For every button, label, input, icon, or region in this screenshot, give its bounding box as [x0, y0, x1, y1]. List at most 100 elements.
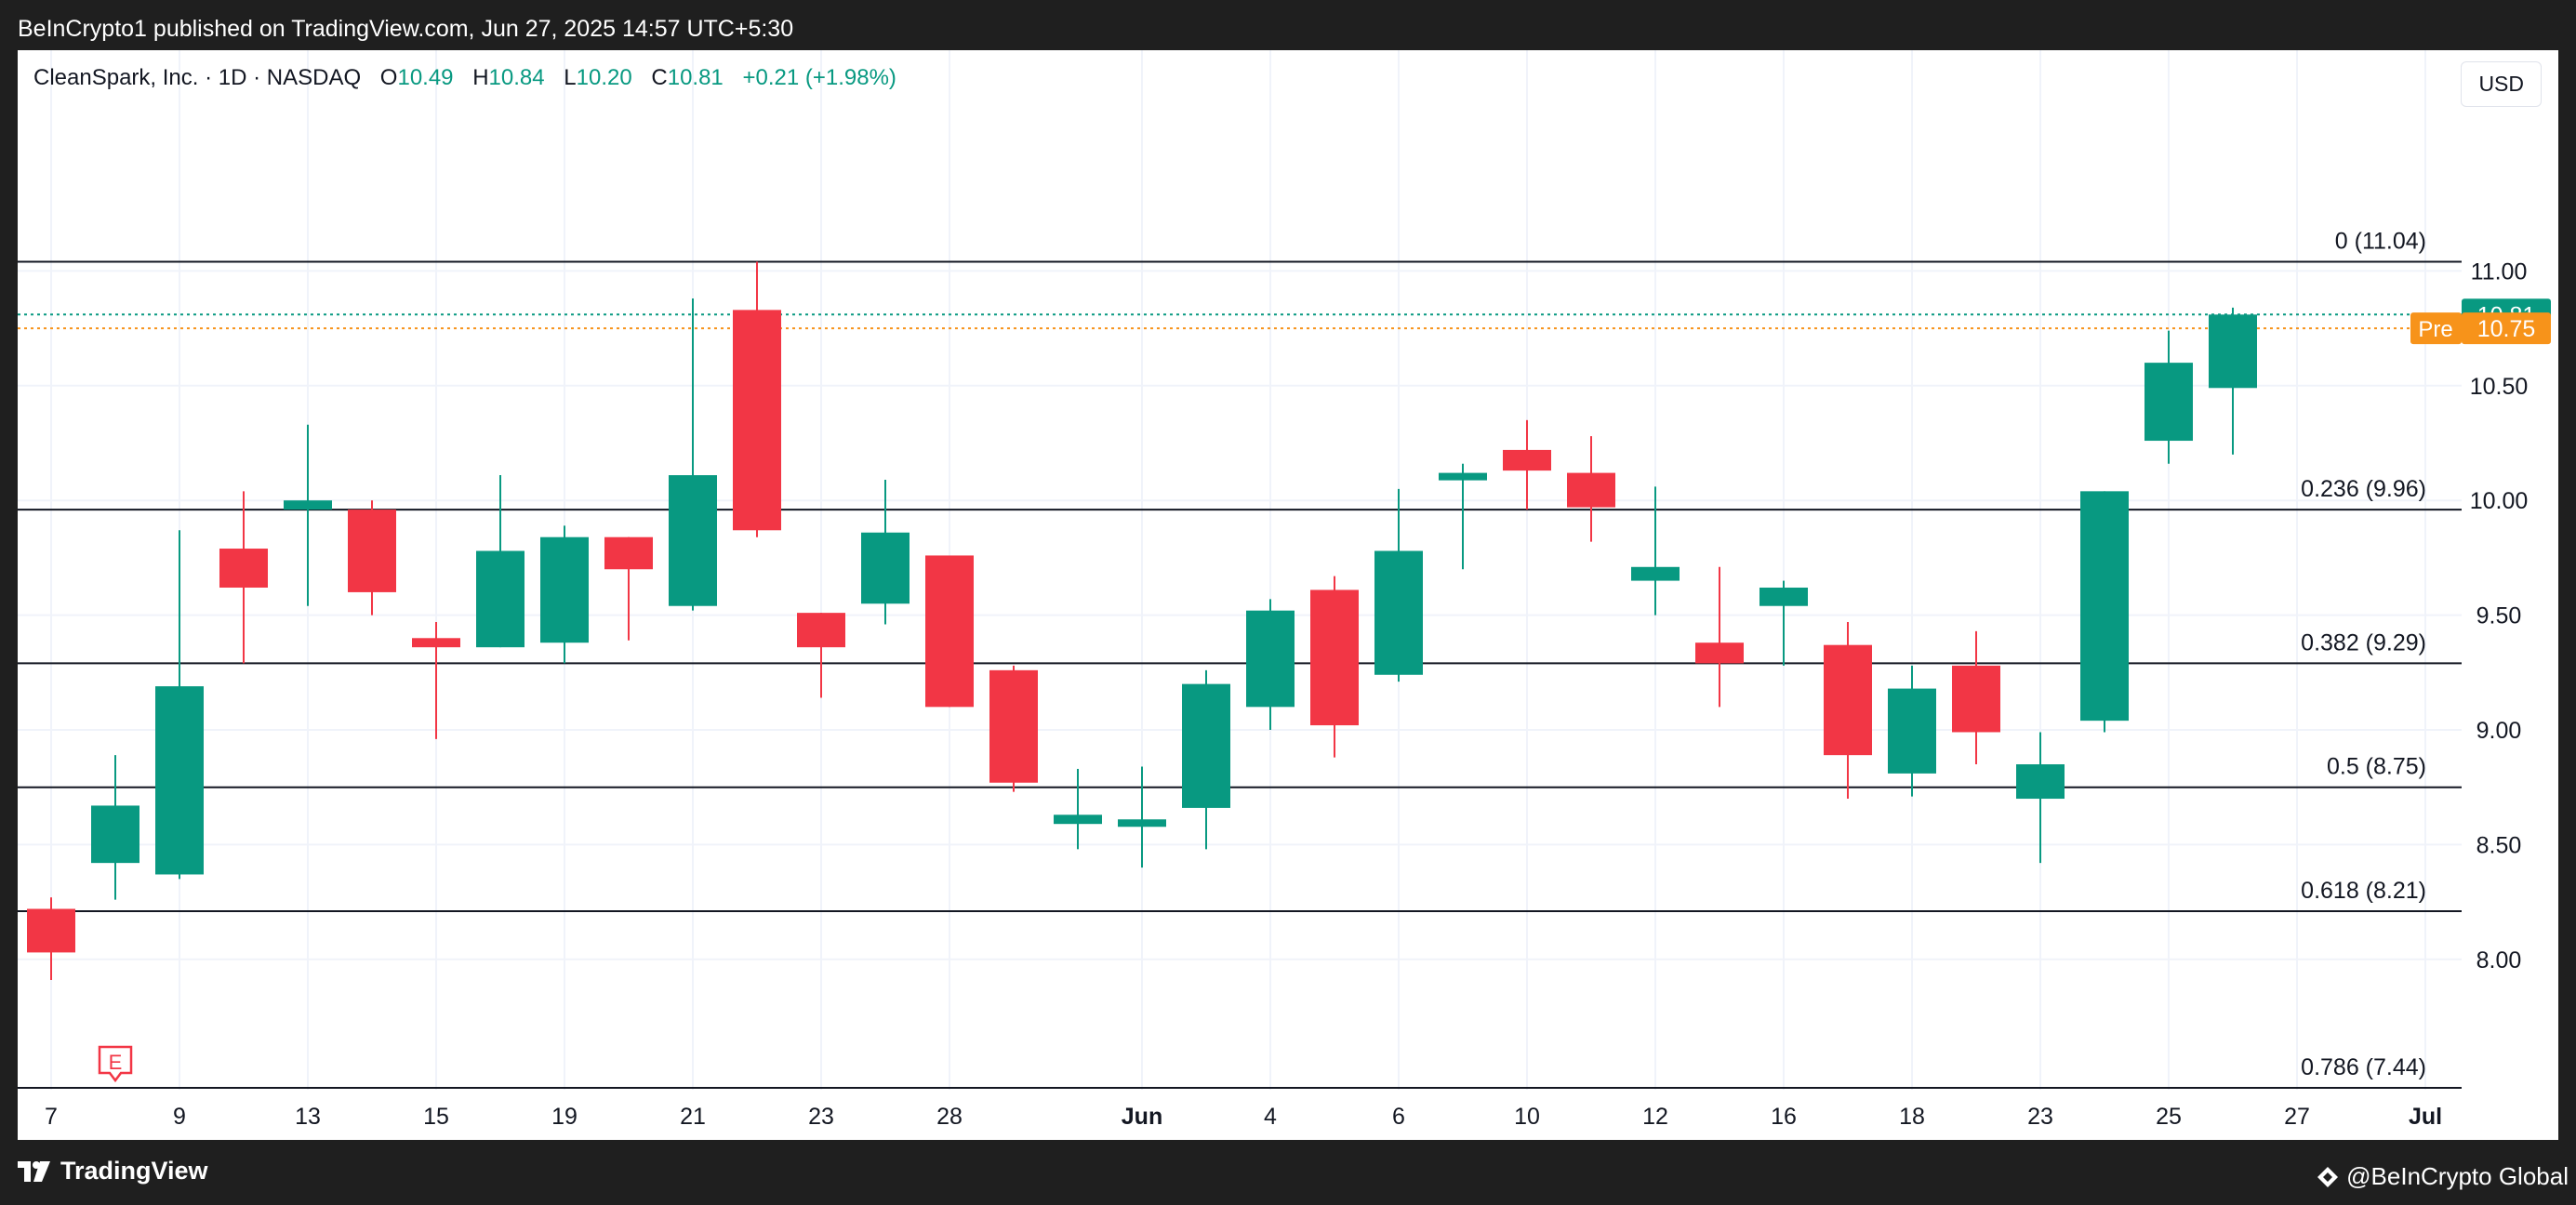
- credit: @BeInCrypto Global: [2317, 1162, 2569, 1191]
- event-markers[interactable]: E: [98, 1045, 133, 1083]
- price-axis-tick-label: 10.00: [2470, 488, 2529, 514]
- candle-body: [1054, 814, 1102, 825]
- price-axis[interactable]: 11.0010.5010.009.509.008.508.0010.81Pre1…: [2410, 258, 2551, 973]
- candle-down[interactable]: [1695, 566, 1744, 708]
- candle-body: [1182, 683, 1230, 808]
- candle-body: [2209, 314, 2257, 389]
- time-axis-background: [18, 1090, 2462, 1140]
- time-axis-tick-label: 9: [173, 1104, 186, 1130]
- price-axis-tick-label: 8.50: [2476, 832, 2522, 858]
- publish-header: BeInCrypto1 published on TradingView.com…: [0, 0, 2576, 50]
- candle-up[interactable]: [1759, 580, 1808, 666]
- time-axis-tick-label: 23: [2027, 1104, 2053, 1130]
- candle-up[interactable]: [1182, 669, 1230, 850]
- price-axis-tick-label: 10.50: [2470, 374, 2529, 400]
- candle-body: [476, 550, 524, 648]
- candle-down[interactable]: [1824, 622, 1872, 800]
- change-value: +0.21 (+1.98%): [742, 65, 896, 90]
- pre-market-tag-text: Pre: [2418, 317, 2452, 342]
- candle-body: [91, 805, 139, 864]
- candle-body: [1246, 610, 1295, 708]
- candle-up[interactable]: [91, 755, 139, 900]
- candle-down[interactable]: [925, 555, 974, 708]
- beincrypto-icon: [2317, 1166, 2339, 1187]
- candle-up[interactable]: [861, 479, 910, 625]
- candle-body: [348, 510, 396, 592]
- candle-down[interactable]: [348, 500, 396, 616]
- close-value: 10.81: [667, 65, 724, 90]
- time-axis[interactable]: 7 9 13 15 19 21 23 28 Jun 4 6 10 12 16 18 23 25 27 Jul: [18, 1090, 2462, 1140]
- candles[interactable]: [27, 261, 2257, 981]
- footer-bar: TradingView @BeInCrypto Global: [0, 1140, 2576, 1205]
- currency-button[interactable]: USD: [2461, 61, 2542, 107]
- candle-up[interactable]: [1374, 488, 1423, 682]
- candle-up[interactable]: [155, 530, 204, 880]
- open-label: O: [379, 65, 398, 90]
- candle-up[interactable]: [540, 525, 589, 664]
- tradingview-logo-icon: [18, 1160, 50, 1182]
- candle-up[interactable]: [1888, 665, 1936, 797]
- candle-down[interactable]: [604, 536, 653, 641]
- candle-body: [733, 310, 781, 531]
- candle-body: [1631, 566, 1680, 581]
- fib-level-label: 0.236 (9.96): [2301, 476, 2426, 502]
- candle-up[interactable]: [1118, 766, 1166, 868]
- chart-panel[interactable]: 0 (11.04) 0.236 (9.96) 0.382 (9.29) 0.5 (8.…: [18, 50, 2558, 1140]
- candle-down[interactable]: [1952, 630, 2000, 765]
- price-axis-tick-label: 9.50: [2476, 603, 2522, 629]
- candle-down[interactable]: [219, 491, 268, 664]
- candle-body: [1952, 665, 2000, 733]
- time-axis-tick-label: 4: [1264, 1104, 1277, 1130]
- time-axis-tick-label: 15: [423, 1104, 449, 1130]
- candle-body: [27, 908, 75, 953]
- candle-body: [1759, 587, 1808, 606]
- candle-down[interactable]: [1567, 436, 1615, 542]
- open-value: 10.49: [397, 65, 454, 90]
- time-axis-tick-label: 23: [808, 1104, 834, 1130]
- candle-down[interactable]: [989, 665, 1038, 792]
- candle-body: [284, 500, 332, 510]
- candle-up[interactable]: [2080, 491, 2129, 733]
- candle-up[interactable]: [1439, 463, 1487, 570]
- candle-up[interactable]: [2144, 330, 2193, 464]
- symbol-title: CleanSpark, Inc. · 1D · NASDAQ: [33, 65, 362, 90]
- earnings-event-marker-letter: E: [109, 1051, 123, 1074]
- time-axis-tick-label: 21: [680, 1104, 706, 1130]
- candle-body: [219, 549, 268, 588]
- time-axis-tick-label: 28: [936, 1104, 963, 1130]
- candle-up[interactable]: [2209, 307, 2257, 455]
- candle-body: [1888, 688, 1936, 774]
- candle-up[interactable]: [1054, 768, 1102, 850]
- candle-up[interactable]: [1631, 486, 1680, 616]
- candle-up[interactable]: [669, 298, 717, 611]
- candle-down[interactable]: [1310, 576, 1359, 758]
- candle-body: [1503, 449, 1551, 471]
- candle-down[interactable]: [412, 622, 460, 739]
- time-axis-tick-label: 19: [551, 1104, 578, 1130]
- earnings-event-marker[interactable]: E: [98, 1045, 133, 1083]
- candle-body: [797, 613, 845, 648]
- price-axis-tick-label: 9.00: [2476, 718, 2522, 744]
- candle-body: [1824, 644, 1872, 756]
- tradingview-logo[interactable]: TradingView: [18, 1157, 208, 1185]
- candle-body: [1118, 819, 1166, 828]
- candlestick-chart[interactable]: 0 (11.04) 0.236 (9.96) 0.382 (9.29) 0.5 (8.…: [18, 50, 2558, 1140]
- tradingview-brand: TradingView: [60, 1157, 208, 1185]
- candle-body: [669, 475, 717, 606]
- time-axis-tick-label: 13: [295, 1104, 321, 1130]
- candle-down[interactable]: [27, 897, 75, 981]
- candle-up[interactable]: [476, 475, 524, 648]
- fib-level-label: 0 (11.04): [2335, 229, 2426, 255]
- high-label: H: [472, 65, 489, 90]
- candle-up[interactable]: [2016, 732, 2065, 864]
- low-value: 10.20: [576, 65, 632, 90]
- earnings-event-marker-shape: [98, 1045, 133, 1083]
- candle-down[interactable]: [797, 613, 845, 698]
- candle-down[interactable]: [1503, 419, 1551, 510]
- candle-up[interactable]: [1246, 599, 1295, 731]
- symbol-legend: CleanSpark, Inc. · 1D · NASDAQ O10.49 H 1…: [33, 65, 896, 91]
- time-axis-tick-label: 10: [1514, 1104, 1540, 1130]
- candle-up[interactable]: [284, 424, 332, 606]
- time-axis-tick-label: 27: [2284, 1104, 2310, 1130]
- candle-down[interactable]: [733, 261, 781, 537]
